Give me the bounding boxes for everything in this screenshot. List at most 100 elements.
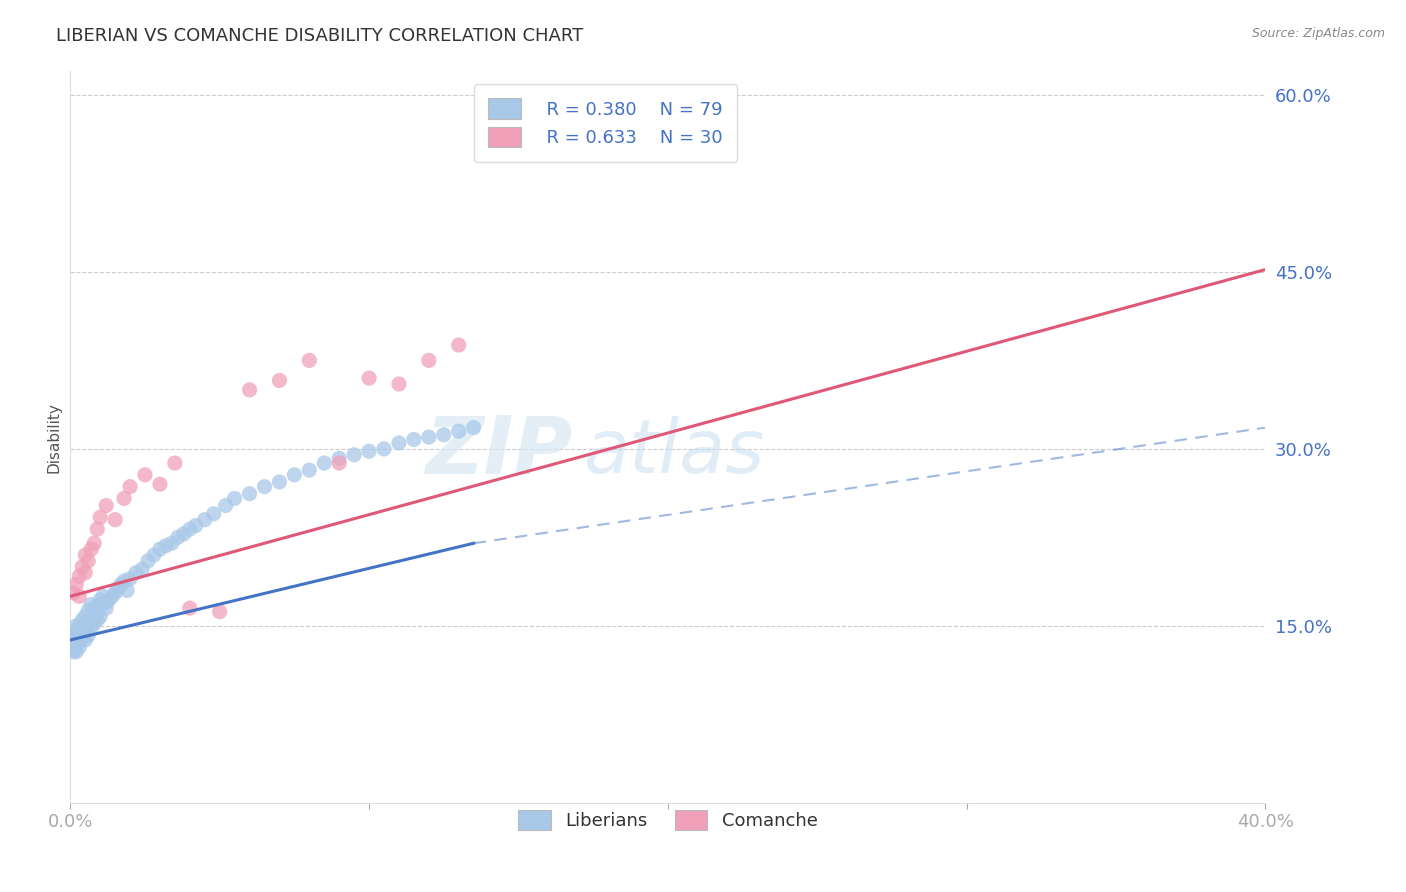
Point [96, 601, 118, 615]
Point [89, 609, 111, 624]
Point [80, 598, 103, 612]
Point [67, 569, 90, 583]
Point [96, 595, 118, 609]
Point [155, 539, 177, 553]
Point [388, 376, 411, 391]
Point [239, 383, 262, 397]
Point [269, 374, 291, 388]
Point [433, 427, 456, 442]
Point [125, 566, 148, 580]
Point [67, 621, 90, 635]
Point [70, 613, 93, 627]
Point [65, 632, 87, 647]
Point [75, 548, 97, 562]
Point [224, 491, 246, 506]
Y-axis label: Disability: Disability [46, 401, 62, 473]
Point [110, 577, 132, 591]
Point [62, 636, 84, 650]
Point [67, 624, 90, 639]
Text: ZIP: ZIP [425, 413, 572, 491]
Point [83, 609, 105, 624]
Point [65, 624, 87, 639]
Point [359, 371, 381, 385]
Point [388, 436, 411, 450]
Point [160, 536, 183, 550]
Point [463, 420, 485, 434]
Point [447, 424, 470, 438]
Point [314, 456, 336, 470]
Point [418, 353, 440, 368]
Point [136, 554, 159, 568]
Point [328, 451, 350, 466]
Point [89, 593, 111, 607]
Point [208, 605, 231, 619]
Point [83, 616, 105, 631]
Point [149, 477, 172, 491]
Point [70, 621, 93, 635]
Point [62, 642, 84, 657]
Point [75, 609, 97, 624]
Point [143, 548, 166, 562]
Point [75, 621, 97, 635]
Point [298, 463, 321, 477]
Point [77, 619, 100, 633]
Point [62, 586, 84, 600]
Point [359, 444, 381, 458]
Point [67, 619, 90, 633]
Point [65, 628, 87, 642]
Point [70, 624, 93, 639]
Point [202, 507, 225, 521]
Point [67, 640, 90, 654]
Point [77, 554, 100, 568]
Point [269, 475, 291, 489]
Point [163, 456, 186, 470]
Legend: Liberians, Comanche: Liberians, Comanche [510, 803, 825, 838]
Point [75, 566, 97, 580]
Point [298, 353, 321, 368]
Point [62, 631, 84, 645]
Point [328, 456, 350, 470]
Point [179, 522, 201, 536]
Point [80, 621, 103, 635]
Point [373, 442, 395, 456]
Point [96, 499, 118, 513]
Point [83, 601, 105, 615]
Point [112, 574, 135, 588]
Point [75, 632, 97, 647]
Point [86, 522, 108, 536]
Point [343, 448, 366, 462]
Point [120, 480, 141, 494]
Point [184, 518, 207, 533]
Point [447, 338, 470, 352]
Point [86, 613, 108, 627]
Point [131, 562, 153, 576]
Text: atlas: atlas [585, 416, 766, 488]
Point [104, 513, 127, 527]
Point [65, 577, 87, 591]
Point [65, 619, 87, 633]
Point [101, 590, 124, 604]
Point [77, 603, 100, 617]
Point [214, 499, 236, 513]
Point [194, 513, 217, 527]
Point [253, 480, 276, 494]
Point [75, 616, 97, 631]
Point [283, 467, 305, 482]
Point [70, 631, 93, 645]
Point [173, 526, 195, 541]
Point [418, 430, 440, 444]
Point [522, 114, 544, 128]
Point [112, 491, 135, 506]
Point [98, 593, 121, 607]
Point [67, 590, 90, 604]
Point [402, 433, 425, 447]
Point [89, 598, 111, 612]
Point [65, 645, 87, 659]
Point [89, 510, 111, 524]
Point [179, 601, 201, 615]
Point [70, 559, 93, 574]
Point [91, 590, 114, 604]
Point [77, 628, 100, 642]
Point [239, 486, 262, 500]
Point [80, 613, 103, 627]
